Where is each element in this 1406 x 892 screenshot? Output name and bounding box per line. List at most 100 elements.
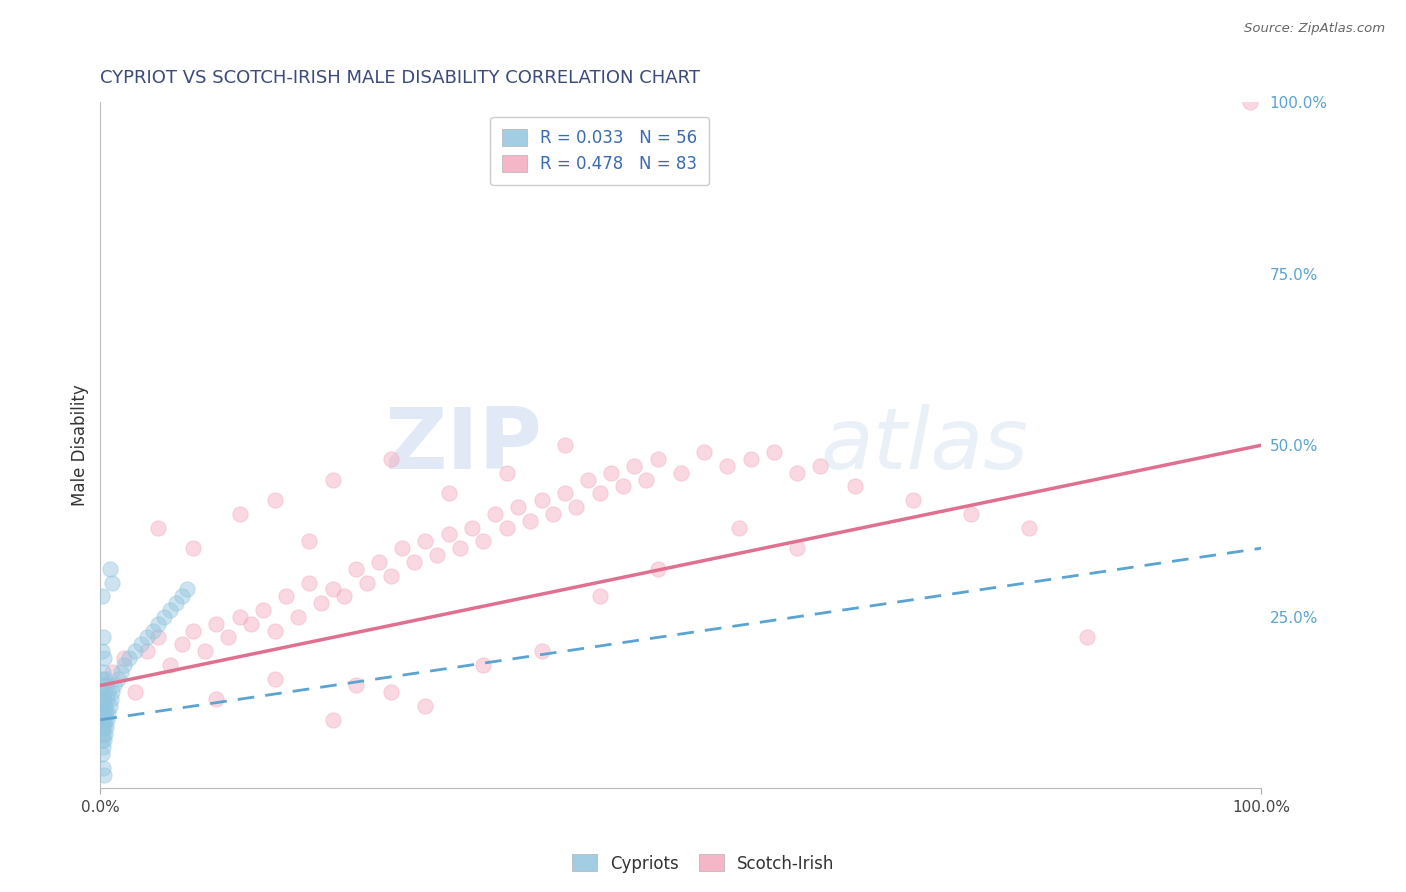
Point [530, 644, 553, 658]
Point [240, 616, 263, 631]
Point [91, 740, 114, 755]
Point [90, 699, 112, 714]
Point [380, 452, 402, 467]
Point [135, 631, 157, 645]
Text: Source: ZipAtlas.com: Source: ZipAtlas.com [1244, 22, 1385, 36]
Point [159, 603, 181, 617]
Point [263, 624, 285, 638]
Point [344, 562, 367, 576]
Point [135, 644, 157, 658]
Point [263, 493, 285, 508]
Point [647, 562, 669, 576]
Point [90, 672, 112, 686]
Point [148, 520, 170, 534]
Point [98, 562, 121, 576]
Point [669, 466, 692, 480]
Point [693, 445, 716, 459]
Point [740, 452, 762, 467]
Point [93, 733, 115, 747]
Point [93, 692, 115, 706]
Point [554, 438, 576, 452]
Point [129, 637, 152, 651]
Point [93, 706, 115, 720]
Legend: R = 0.033   N = 56, R = 0.478   N = 83: R = 0.033 N = 56, R = 0.478 N = 83 [491, 117, 709, 186]
Point [90, 644, 112, 658]
Point [309, 596, 332, 610]
Point [612, 479, 634, 493]
Point [97, 685, 120, 699]
Point [159, 657, 181, 672]
Y-axis label: Male Disability: Male Disability [72, 384, 89, 506]
Point [368, 555, 391, 569]
Point [90, 747, 112, 761]
Point [91, 678, 114, 692]
Point [252, 603, 274, 617]
Point [415, 699, 437, 714]
Point [176, 582, 198, 597]
Point [472, 534, 495, 549]
Text: CYPRIOT VS SCOTCH-IRISH MALE DISABILITY CORRELATION CHART: CYPRIOT VS SCOTCH-IRISH MALE DISABILITY … [100, 69, 700, 87]
Point [93, 768, 115, 782]
Point [437, 486, 460, 500]
Point [356, 575, 378, 590]
Point [96, 713, 118, 727]
Point [94, 699, 117, 714]
Point [148, 631, 170, 645]
Point [716, 458, 738, 473]
Point [91, 713, 114, 727]
Point [170, 589, 193, 603]
Point [142, 624, 165, 638]
Point [298, 575, 321, 590]
Point [600, 466, 623, 480]
Point [634, 473, 657, 487]
Point [1076, 631, 1098, 645]
Point [623, 458, 645, 473]
Point [554, 486, 576, 500]
Point [91, 706, 114, 720]
Point [181, 541, 204, 556]
Point [96, 706, 118, 720]
Point [217, 631, 239, 645]
Point [90, 720, 112, 734]
Point [762, 445, 785, 459]
Point [205, 692, 228, 706]
Point [380, 568, 402, 582]
Point [153, 610, 176, 624]
Point [93, 720, 115, 734]
Point [588, 589, 610, 603]
Point [107, 672, 129, 686]
Point [380, 685, 402, 699]
Point [437, 527, 460, 541]
Point [165, 596, 187, 610]
Point [530, 493, 553, 508]
Point [786, 541, 808, 556]
Point [94, 726, 117, 740]
Point [112, 651, 135, 665]
Point [426, 548, 449, 562]
Point [96, 678, 118, 692]
Point [90, 706, 112, 720]
Point [90, 713, 112, 727]
Point [391, 541, 413, 556]
Point [484, 507, 506, 521]
Point [901, 493, 924, 508]
Point [94, 713, 117, 727]
Point [91, 631, 114, 645]
Point [205, 616, 228, 631]
Point [519, 514, 541, 528]
Point [93, 651, 115, 665]
Point [344, 678, 367, 692]
Point [91, 665, 114, 679]
Point [101, 685, 124, 699]
Point [103, 678, 125, 692]
Point [228, 507, 250, 521]
Point [541, 507, 564, 521]
Point [90, 685, 112, 699]
Point [1018, 520, 1040, 534]
Point [97, 706, 120, 720]
Point [170, 637, 193, 651]
Text: atlas: atlas [820, 404, 1028, 487]
Point [415, 534, 437, 549]
Point [100, 692, 122, 706]
Point [322, 713, 344, 727]
